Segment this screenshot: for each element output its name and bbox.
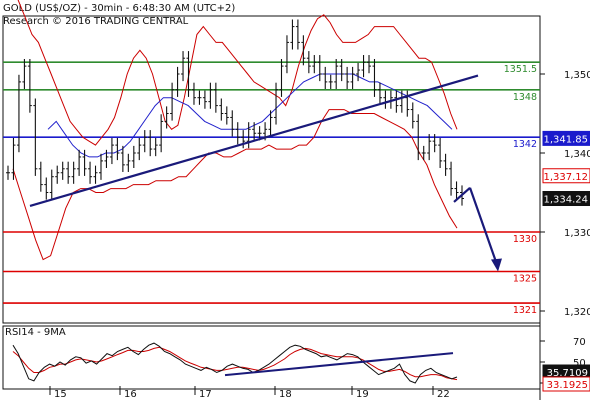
key-levels: 1351.5 1348 1342 1330 1325 1321: [3, 61, 540, 316]
rsi-title: RSI14 - 9MA: [5, 327, 66, 338]
projection-arrowhead: [491, 258, 502, 272]
price-y-tick-label-1330: 1,330: [564, 228, 590, 239]
price-y-tick-label-1320: 1,320: [564, 307, 590, 318]
trendlines: [29, 74, 502, 272]
level-label-1348: 1348: [513, 92, 537, 103]
x-tick-label-17: 17: [199, 389, 212, 400]
rsi-y-tick-label-50: 50: [573, 358, 586, 369]
rsi-tag-0-label: 35.7109: [547, 368, 588, 379]
rsi-ma-line: [12, 346, 458, 381]
moving-average-line: [47, 73, 453, 158]
rsi-lines: [12, 342, 458, 384]
level-label-1351.5: 1351.5: [504, 64, 537, 75]
x-tick-label-19: 19: [356, 389, 369, 400]
chart-subtitle: Research © 2016 TRADING CENTRAL: [3, 16, 189, 27]
price-tag-0-label: 1,341.85: [543, 134, 588, 145]
projection-arrow-line: [468, 187, 500, 268]
bollinger-upper-line: [17, 0, 458, 146]
x-tick-label-15: 15: [54, 389, 67, 400]
price-tag-0-box: [542, 130, 590, 146]
rising-trendline: [29, 74, 479, 207]
rsi-tag-1-box: [542, 376, 590, 392]
level-label-1342: 1342: [513, 139, 537, 150]
rsi14-line: [12, 342, 458, 384]
price-tag-2-label: 1,334.24: [543, 195, 588, 206]
price-y-tick-label-1340: 1,340: [564, 149, 590, 160]
x-tick-label-22: 22: [437, 389, 450, 400]
x-tick-label-18: 18: [279, 389, 292, 400]
level-label-1325: 1325: [513, 274, 537, 285]
level-label-1321: 1321: [513, 305, 537, 316]
chart-title: GOLD (US$/OZ) - 30min - 6:48:30 AM (UTC+…: [3, 3, 235, 14]
price-tag-1-label: 1,337.12: [543, 172, 588, 183]
level-label-1330: 1330: [513, 234, 537, 245]
rsi-tag-1-label: 33.1925: [547, 380, 588, 391]
price-bars: [6, 19, 464, 206]
rsi-trendline: [224, 352, 454, 377]
price-tag-1-box: [542, 168, 590, 184]
x-tick-label-16: 16: [124, 389, 137, 400]
price-y-tick-label-1350: 1,350: [564, 70, 590, 81]
price-tag-2-box: [542, 191, 590, 207]
rsi-panel-frame: [2, 325, 541, 390]
projection-segment: [453, 186, 471, 203]
rsi-y-tick-label-70: 70: [573, 337, 586, 348]
